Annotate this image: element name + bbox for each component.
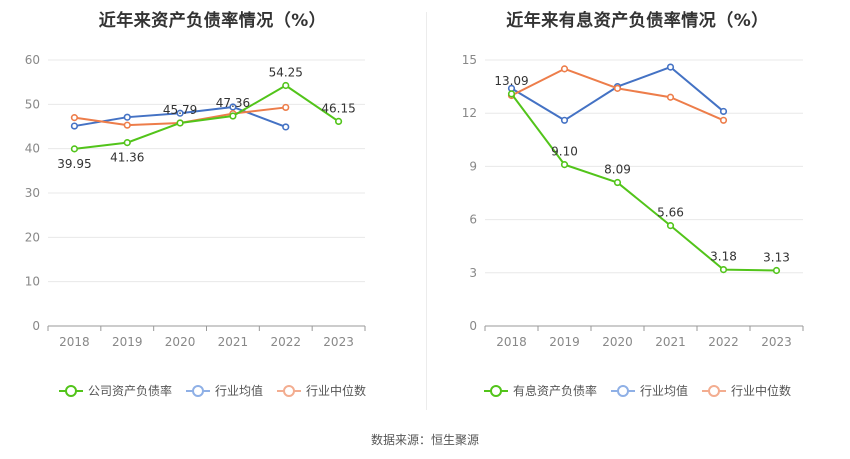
- legend-item-company[interactable]: 有息资产负债率: [483, 382, 597, 399]
- data-point-company: [560, 161, 569, 169]
- legend-label: 有息资产负债率: [512, 384, 597, 398]
- y-tick-label: 12: [462, 106, 477, 120]
- legend-item-avg[interactable]: 行业均值: [610, 382, 688, 399]
- data-label: 3.18: [710, 250, 737, 264]
- legend-marker-icon: [483, 384, 508, 397]
- x-tick-label: 2018: [59, 335, 90, 349]
- data-point-avg: [70, 122, 79, 130]
- series-line-company: [510, 93, 777, 272]
- data-label: 5.66: [657, 206, 684, 220]
- data-label: 39.95: [57, 157, 91, 171]
- x-tick-label: 2023: [323, 335, 354, 349]
- x-tick-label: 2019: [112, 335, 143, 349]
- data-point-median: [560, 65, 569, 73]
- legend-label: 行业均值: [214, 384, 263, 398]
- chart-legend[interactable]: 公司资产负债率 行业均值 行业中位数: [0, 382, 425, 399]
- legend-label: 行业中位数: [731, 384, 792, 398]
- data-point-company: [282, 81, 290, 90]
- legend-marker-icon: [610, 384, 635, 397]
- data-point-company: [719, 266, 728, 274]
- data-point-median: [666, 93, 675, 101]
- data-source-note: 数据来源：恒生聚源: [370, 433, 479, 447]
- data-label: 41.36: [110, 151, 144, 165]
- data-point-median: [282, 103, 290, 112]
- legend-marker-icon: [58, 384, 83, 397]
- data-point-company: [123, 139, 131, 147]
- data-point-avg: [176, 109, 184, 117]
- y-tick-label: 6: [469, 213, 477, 227]
- y-tick-label: 40: [25, 142, 40, 156]
- data-point-median: [719, 116, 728, 124]
- data-label: 46.15: [321, 101, 355, 115]
- y-tick-label: 20: [25, 230, 40, 244]
- chart-title: 近年来资产负债率情况（%）: [98, 11, 327, 31]
- y-tick-label: 9: [469, 159, 477, 173]
- x-tick-label: 2021: [655, 335, 686, 349]
- data-label: 3.13: [763, 250, 790, 264]
- y-tick-label: 30: [25, 186, 40, 200]
- data-point-avg: [560, 116, 569, 124]
- data-point-company: [70, 145, 79, 153]
- chart-plot-area: 0 3 6 9 12 15 2018 2019 2020 2021 2022 2023 13.09 9.1…: [462, 53, 804, 349]
- x-tick-label: 2020: [602, 335, 633, 349]
- data-label: 9.10: [551, 145, 578, 159]
- legend-marker-icon: [702, 384, 726, 397]
- y-tick-label: 3: [469, 266, 477, 280]
- x-tick-label: 2022: [270, 335, 301, 349]
- x-tick-label: 2019: [549, 335, 580, 349]
- data-point-avg: [282, 123, 290, 131]
- legend-item-company[interactable]: 公司资产负债率: [58, 382, 172, 399]
- x-tick-label: 2023: [761, 335, 792, 349]
- legend-marker-icon: [277, 384, 301, 397]
- data-point-company: [176, 119, 184, 127]
- data-point-median: [70, 114, 79, 122]
- chart-legend[interactable]: 有息资产负债率 行业均值 行业中位数: [425, 382, 850, 399]
- series-line-avg: [510, 66, 725, 122]
- legend-item-median[interactable]: 行业中位数: [277, 382, 366, 399]
- chart-title: 近年来有息资产负债率情况（%）: [506, 11, 769, 31]
- data-label: 13.09: [494, 74, 528, 88]
- series-line-median: [511, 67, 724, 122]
- legend-label: 公司资产负债率: [87, 384, 172, 398]
- data-label: 8.09: [604, 163, 631, 177]
- data-point-company: [507, 90, 516, 98]
- legend-label: 行业均值: [639, 384, 688, 398]
- y-tick-label: 0: [469, 319, 477, 333]
- x-tick-label: 2020: [165, 335, 196, 349]
- data-point-avg: [123, 113, 131, 121]
- data-point-avg: [666, 63, 675, 71]
- panel-divider: [426, 12, 427, 410]
- x-tick-label: 2022: [708, 335, 739, 349]
- y-tick-label: 60: [25, 53, 40, 67]
- chart-panel-left: 近年来资产负债率情况（%） 0 10 20 30 40 50 60 2018 2019 2020 2…: [0, 0, 425, 420]
- y-tick-label: 10: [25, 275, 40, 289]
- data-point-company: [229, 112, 237, 120]
- x-tick-label: 2021: [218, 335, 249, 349]
- data-point-company: [666, 222, 675, 230]
- data-label: 54.25: [269, 65, 303, 79]
- data-point-company: [613, 178, 622, 187]
- y-tick-label: 15: [462, 53, 477, 67]
- legend-item-avg[interactable]: 行业均值: [185, 382, 263, 399]
- legend-label: 行业中位数: [306, 384, 367, 398]
- series-line-company: [74, 84, 340, 150]
- y-tick-label: 50: [25, 97, 40, 111]
- legend-item-median[interactable]: 行业中位数: [702, 382, 791, 399]
- data-label: 45.79: [163, 103, 197, 117]
- data-point-avg: [229, 103, 237, 111]
- data-point-median: [613, 84, 622, 92]
- data-point-median: [123, 121, 131, 129]
- data-point-company: [334, 117, 343, 126]
- x-tick-label: 2018: [496, 335, 527, 349]
- data-label: 47.36: [216, 96, 250, 110]
- y-tick-label: 0: [32, 319, 40, 333]
- legend-marker-icon: [185, 384, 210, 397]
- chart-panel-right: 近年来有息资产负债率情况（%） 0 3 6 9 12 15 2018 2019 2020 2021…: [425, 0, 850, 420]
- chart-plot-area: 0 10 20 30 40 50 60 2018 2019 2020 2021 2022 2023 39.…: [25, 53, 366, 349]
- data-point-avg: [719, 107, 728, 116]
- data-point-company: [772, 266, 781, 275]
